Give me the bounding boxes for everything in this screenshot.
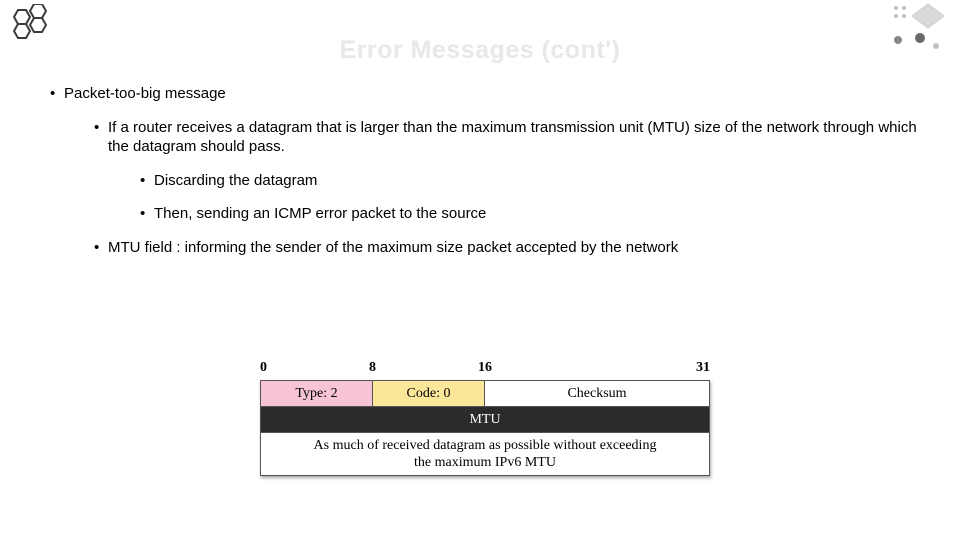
bullet-text: Then, sending an ICMP error packet to th… bbox=[154, 205, 486, 222]
title-text: Error Messages (cont') bbox=[340, 36, 621, 64]
bullet-text: Packet-too-big message bbox=[64, 85, 226, 102]
bullet-text: If a router receives a datagram that is … bbox=[108, 119, 917, 156]
field-payload: As much of received datagram as possible… bbox=[261, 432, 709, 476]
payload-line: the maximum IPv6 MTU bbox=[314, 454, 657, 472]
packet-row-header: Type: 2 Code: 0 Checksum bbox=[260, 380, 710, 406]
bullet-level3: Then, sending an ICMP error packet to th… bbox=[140, 204, 920, 224]
bullet-level2: If a router receives a datagram that is … bbox=[94, 118, 920, 157]
packet-row-payload: As much of received datagram as possible… bbox=[260, 432, 710, 476]
field-mtu: MTU bbox=[261, 406, 709, 432]
field-checksum: Checksum bbox=[485, 380, 709, 406]
payload-line: As much of received datagram as possible… bbox=[314, 437, 657, 455]
field-code: Code: 0 bbox=[373, 380, 485, 406]
packet-diagram: 0 8 16 31 Type: 2 Code: 0 Checksum MTU A… bbox=[260, 360, 710, 476]
bit-label: 16 bbox=[478, 360, 492, 376]
bit-ruler: 0 8 16 31 bbox=[260, 360, 710, 380]
field-type: Type: 2 bbox=[261, 380, 373, 406]
bit-label: 0 bbox=[260, 360, 267, 376]
bullet-text: MTU field : informing the sender of the … bbox=[108, 239, 678, 256]
bullet-level2: MTU field : informing the sender of the … bbox=[94, 238, 920, 258]
bullet-level1: Packet-too-big message bbox=[50, 84, 920, 104]
bullet-level3: Discarding the datagram bbox=[140, 171, 920, 191]
slide-title: Error Messages (cont') bbox=[0, 36, 960, 65]
bit-label: 8 bbox=[369, 360, 376, 376]
packet-row-mtu: MTU bbox=[260, 406, 710, 432]
bit-label: 31 bbox=[696, 360, 710, 376]
slide-content: Packet-too-big message If a router recei… bbox=[50, 84, 920, 271]
bullet-text: Discarding the datagram bbox=[154, 172, 317, 189]
